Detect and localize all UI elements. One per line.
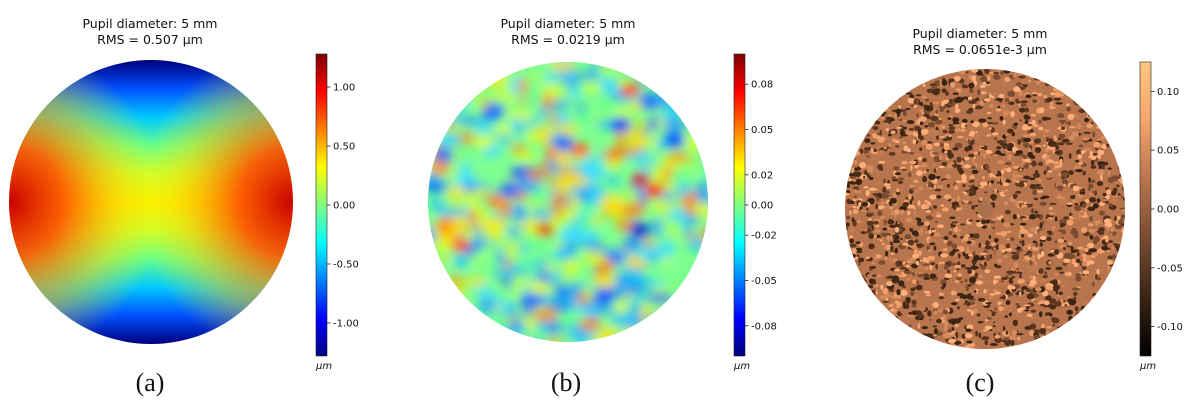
chart-subtitle: RMS = 0.0651e-3 μm (913, 42, 1047, 57)
colorbar-tick-label: -0.08 (751, 321, 777, 332)
colorbar-tick-label: -0.05 (1157, 263, 1183, 274)
colorbar (315, 53, 328, 357)
wavefront-plot-b: 0.08 0.05 0.02 0.00 -0.02 -0.05 -0.08 μm (428, 53, 777, 372)
wavefront-map (428, 62, 708, 342)
wavefront-plot-c: 0.10 0.05 0.00 -0.05 -0.10 μm (845, 61, 1183, 372)
colorbar (733, 53, 746, 357)
panel-c: Pupil diameter: 5 mm RMS = 0.0651e-3 μm … (820, 0, 1191, 416)
chart-title: Pupil diameter: 5 mm (82, 16, 218, 31)
colorbar-tick-label: 0.08 (751, 80, 773, 91)
colorbar-tick-label: 0.00 (751, 201, 773, 212)
colorbar-tick-label: 0.00 (1157, 205, 1179, 216)
colorbar-unit-label: μm (733, 361, 750, 372)
colorbar-tick-label: -0.50 (333, 259, 359, 270)
colorbar-tick-label: 0.50 (333, 142, 355, 153)
figure-caption: (c) (965, 368, 995, 397)
colorbar-tick-label: 0.05 (751, 125, 773, 136)
colorbar-tick-label: 0.05 (1157, 146, 1179, 157)
chart-title: Pupil diameter: 5 mm (912, 26, 1048, 41)
chart-subtitle: RMS = 0.0219 μm (511, 32, 625, 47)
figure-caption: (b) (550, 368, 582, 397)
chart-subtitle: RMS = 0.507 μm (97, 32, 203, 47)
colorbar-unit-label: μm (315, 361, 332, 372)
colorbar-tick-label: -1.00 (333, 318, 359, 329)
colorbar-tick-label: -0.02 (751, 231, 777, 242)
colorbar-tick-label: 0.00 (333, 201, 355, 212)
chart-title: Pupil diameter: 5 mm (500, 16, 636, 31)
colorbar-tick-label: 0.10 (1157, 87, 1179, 98)
wavefront-map (9, 60, 293, 344)
panel-b: Pupil diameter: 5 mm RMS = 0.0219 μm 0.0… (400, 0, 800, 416)
figure-caption: (a) (135, 368, 165, 397)
colorbar (1139, 61, 1152, 357)
wavefront-map (845, 69, 1125, 349)
panel-a: Pupil diameter: 5 mm RMS = 0.507 μm 1.00… (0, 0, 380, 416)
wavefront-plot-a: 1.00 0.50 0.00 -0.50 -1.00 μm (9, 53, 359, 372)
colorbar-tick-label: 1.00 (333, 83, 355, 94)
colorbar-tick-label: -0.10 (1157, 322, 1183, 333)
colorbar-unit-label: μm (1139, 361, 1156, 372)
colorbar-tick-label: 0.02 (751, 170, 773, 181)
colorbar-tick-label: -0.05 (751, 276, 777, 287)
